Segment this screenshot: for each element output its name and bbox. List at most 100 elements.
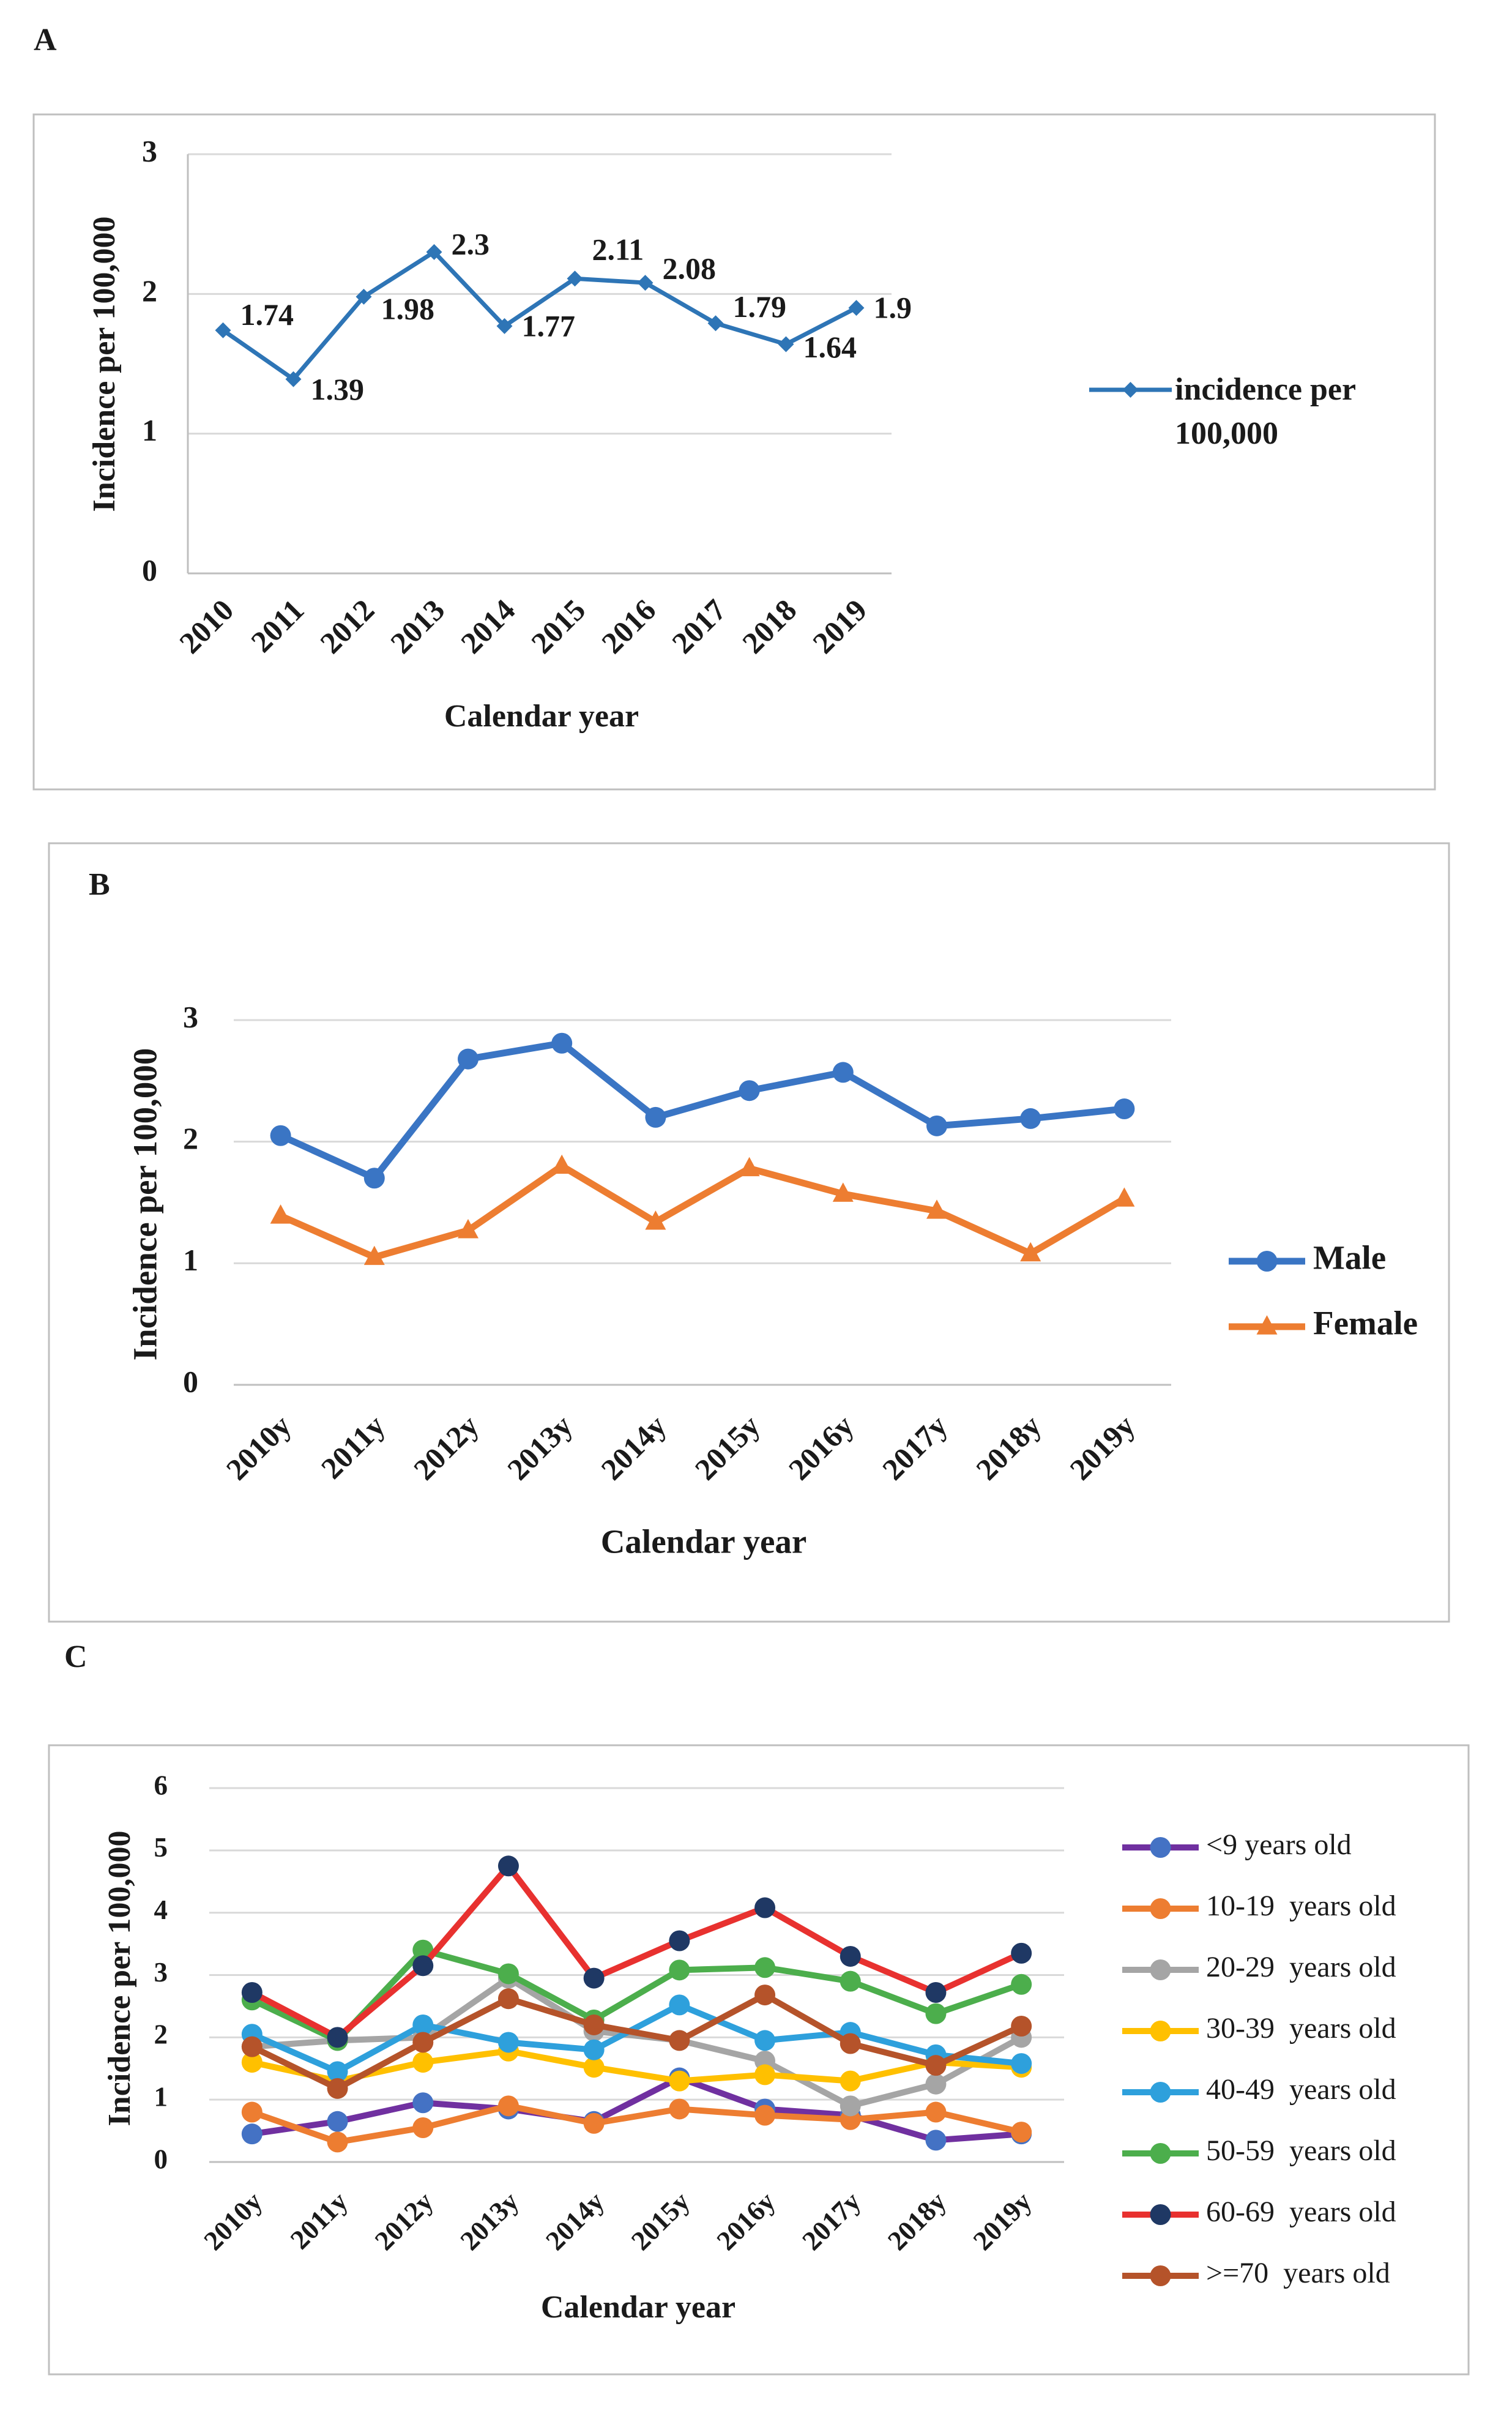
y-axis-title: Incidence per 100,000 [102, 1831, 137, 2126]
marker [739, 1157, 760, 1177]
marker [754, 1957, 776, 1978]
series-line [250, 2002, 1022, 2075]
marker [669, 1994, 690, 2016]
x-tick-label: 2012y [369, 2186, 439, 2256]
y-tick-label: 2 [154, 2019, 168, 2050]
y-axis-title: Incidence per 100,000 [87, 217, 122, 512]
marker [1011, 2053, 1032, 2074]
x-tick-label: 2015y [625, 2186, 696, 2256]
legend-label: Female [1313, 1305, 1418, 1342]
x-tick-label: 2015y [688, 1408, 767, 1486]
legend-label: 10-19 years old [1206, 1890, 1396, 1922]
panel-frame [48, 1744, 1470, 2376]
panel-frame [48, 842, 1450, 1623]
y-tick-label: 3 [183, 999, 198, 1034]
series-line [250, 1992, 1023, 2092]
x-tick-label: 2017y [796, 2186, 866, 2256]
marker [412, 2032, 434, 2053]
marker [241, 2101, 263, 2123]
marker [241, 2036, 263, 2057]
legend-marker [1150, 2021, 1171, 2041]
legend-marker [1256, 1315, 1278, 1335]
data-label: 2.08 [663, 252, 717, 286]
legend-label: incidence per 100,000 [1175, 372, 1356, 451]
data-label: 1.64 [803, 330, 857, 364]
x-tick-label: 2019y [1063, 1408, 1141, 1486]
marker [458, 1218, 479, 1239]
marker [497, 2032, 519, 2053]
marker [925, 2073, 947, 2095]
series-line [250, 1947, 1022, 2044]
x-tick-label: 2012y [407, 1408, 485, 1486]
marker [412, 2014, 434, 2035]
marker [241, 2052, 263, 2073]
legend-label: 30-39 years old [1206, 2012, 1396, 2044]
y-tick-label: 2 [142, 274, 157, 308]
series-line [251, 2074, 1022, 2144]
marker [645, 1106, 666, 1128]
x-tick-label: 2013y [454, 2186, 524, 2256]
marker [363, 1168, 385, 1189]
series-line [251, 1975, 1023, 2109]
y-tick-label: 1 [154, 2081, 168, 2112]
legend-label: 40-49 years old [1206, 2073, 1396, 2106]
series-line [250, 1863, 1023, 2041]
marker [551, 1154, 573, 1174]
marker [497, 2095, 519, 2117]
x-tick-label: 2019 [806, 592, 873, 660]
x-tick-label: 2013 [384, 592, 451, 660]
y-tick-label: 1 [142, 413, 157, 447]
marker [327, 2027, 348, 2048]
x-tick-label: 2011y [285, 2186, 354, 2256]
marker [327, 2111, 348, 2132]
x-tick-label: 2014y [540, 2186, 610, 2256]
legend-label: Male [1313, 1239, 1386, 1277]
marker [327, 2131, 348, 2153]
marker [327, 2061, 348, 2082]
marker [707, 315, 724, 332]
x-tick-label: 2010y [198, 2186, 268, 2256]
legend-marker [1150, 2143, 1171, 2164]
marker [583, 2014, 605, 2035]
marker [363, 1245, 385, 1265]
series-line [279, 1162, 1127, 1261]
y-tick-label: 0 [142, 553, 157, 587]
marker [925, 2130, 947, 2151]
y-tick-label: 6 [154, 1770, 168, 1800]
marker [412, 2092, 434, 2114]
marker [925, 1982, 947, 2003]
legend-box: incidence per 100,000 [1175, 372, 1356, 451]
series-line [222, 250, 858, 382]
x-tick-label: 2014 [454, 592, 521, 660]
marker [583, 2112, 605, 2134]
x-tick-label: 2016y [711, 2186, 781, 2256]
marker [840, 2070, 861, 2092]
y-tick-label: 0 [183, 1364, 198, 1398]
panel-label: A [34, 23, 57, 58]
marker [669, 2030, 690, 2051]
legend-marker [1150, 1898, 1171, 1919]
marker [637, 275, 654, 291]
marker [1020, 1108, 1041, 1129]
x-tick-label: 2010 [173, 592, 240, 660]
marker [754, 1897, 776, 1918]
marker [840, 2095, 861, 2117]
data-label: 1.39 [311, 372, 365, 406]
y-tick-label: 3 [142, 133, 157, 168]
marker [241, 1982, 263, 2003]
marker [1011, 2122, 1032, 2143]
legend-marker [1256, 1251, 1278, 1272]
marker [1011, 2016, 1032, 2037]
x-tick-label: 2011y [315, 1408, 392, 1485]
marker [832, 1062, 854, 1083]
y-tick-label: 0 [154, 2144, 168, 2174]
marker [669, 2098, 690, 2120]
series-line [251, 2103, 1022, 2145]
marker [458, 1048, 479, 1070]
marker [426, 244, 442, 260]
x-tick-label: 2017y [876, 1408, 954, 1486]
marker [926, 1199, 947, 1219]
data-label: 2.11 [592, 233, 644, 267]
